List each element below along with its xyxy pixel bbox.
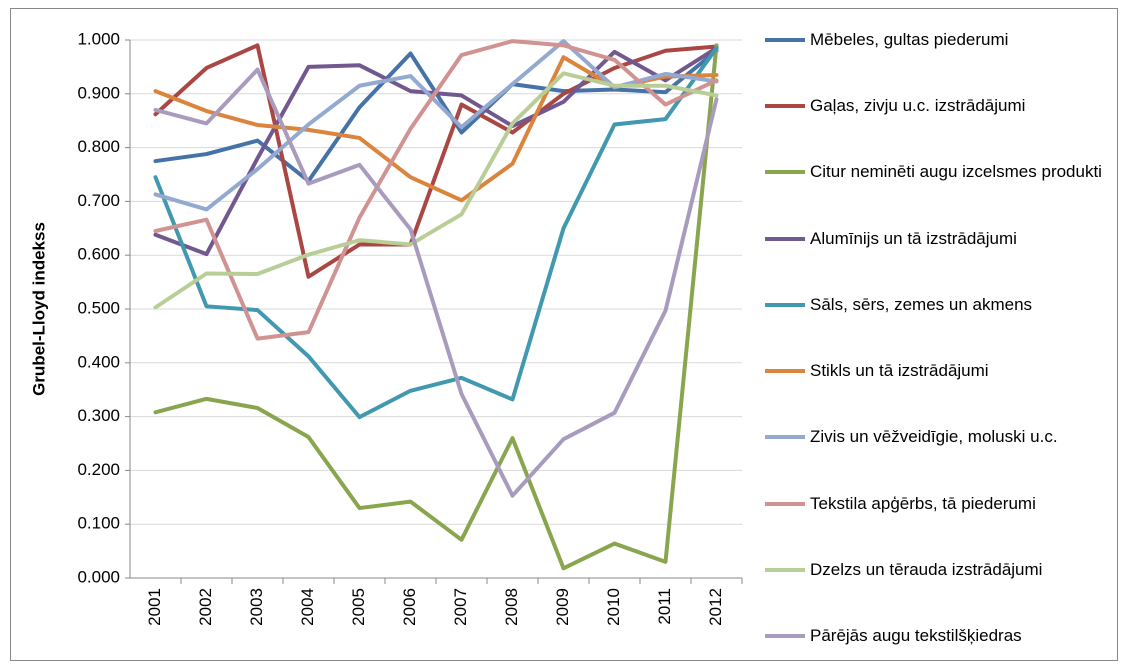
legend-label: Stikls un tā izstrādājumi — [810, 361, 989, 381]
legend-swatch — [765, 369, 805, 374]
legend-item: Mēbeles, gultas piederumi — [765, 28, 1115, 52]
legend-item: Alumīnijs un tā izstrādājumi — [765, 227, 1115, 251]
x-tick-label: 2010 — [604, 588, 623, 626]
series-line — [153, 71, 719, 310]
legend-swatch — [765, 501, 805, 506]
x-tick-label: 2008 — [502, 588, 521, 626]
legend-swatch — [765, 38, 805, 42]
y-axis-label: Grubel-Lloyd indekss — [29, 222, 48, 396]
legend-swatch — [765, 302, 805, 307]
legend-item: Citur neminēti augu izcelsmes produkti — [765, 160, 1115, 184]
y-tick-label: 1.000 — [77, 29, 120, 48]
x-tick-label: 2006 — [400, 588, 419, 626]
x-tick-label: 2001 — [145, 588, 164, 626]
y-tick-label: 0.500 — [77, 298, 120, 317]
legend-label: Gaļas, zivju u.c. izstrādājumi — [810, 96, 1026, 116]
legend-swatch — [765, 170, 805, 175]
legend: Mēbeles, gultas piederumi Gaļas, zivju u.… — [765, 28, 1115, 648]
legend-item: Zivis un vēžveidīgie, moluski u.c. — [765, 425, 1115, 449]
series-line — [153, 48, 719, 183]
x-tick-label: 2002 — [196, 588, 215, 626]
x-tick-label: 2003 — [247, 588, 266, 626]
legend-item: Gaļas, zivju u.c. izstrādājumi — [765, 94, 1115, 118]
y-tick-label: 0.800 — [77, 137, 120, 156]
legend-swatch — [765, 104, 805, 109]
series-line — [153, 46, 719, 257]
series-line — [153, 43, 719, 571]
series-line — [153, 67, 719, 498]
legend-swatch — [765, 236, 805, 241]
legend-item: Pārējās augu tekstilšķiedras — [765, 624, 1115, 648]
x-tick-label: 2007 — [451, 588, 470, 626]
legend-item: Dzelzs un tērauda izstrādājumi — [765, 558, 1115, 582]
y-tick-label: 0.900 — [77, 83, 120, 102]
x-tick-label: 2005 — [349, 588, 368, 626]
legend-label: Citur neminēti augu izcelsmes produkti — [810, 162, 1102, 182]
y-tick-label: 0.600 — [77, 245, 120, 264]
legend-item: Tekstila apģērbs, tā piederumi — [765, 492, 1115, 516]
y-tick-label: 0.100 — [77, 514, 120, 533]
legend-label: Zivis un vēžveidīgie, moluski u.c. — [810, 427, 1058, 447]
legend-label: Alumīnijs un tā izstrādājumi — [810, 228, 1017, 248]
legend-item: Stikls un tā izstrādājumi — [765, 359, 1115, 383]
y-tick-label: 0.400 — [77, 352, 120, 371]
legend-item: Sāls, sērs, zemes un akmens — [765, 293, 1115, 317]
series-line — [153, 39, 719, 341]
x-tick-label: 2009 — [553, 588, 572, 626]
legend-label: Pārējās augu tekstilšķiedras — [810, 625, 1022, 645]
legend-label: Sāls, sērs, zemes un akmens — [810, 294, 1033, 314]
chart-frame — [10, 8, 1118, 661]
x-tick-label: 2004 — [298, 588, 317, 626]
x-tick-label: 2011 — [655, 588, 674, 625]
y-tick-label: 0.700 — [77, 191, 120, 210]
x-tick-label: 2012 — [706, 588, 725, 626]
series-line — [153, 46, 719, 420]
legend-label: Mēbeles, gultas piederumi — [810, 30, 1009, 49]
series-line — [153, 39, 719, 212]
y-tick-label: 0.300 — [77, 406, 120, 425]
series-line — [153, 43, 719, 279]
legend-label: Dzelzs un tērauda izstrādājumi — [810, 559, 1043, 579]
legend-swatch — [765, 567, 805, 572]
legend-label: Tekstila apģērbs, tā piederumi — [810, 493, 1036, 513]
y-tick-label: 0.200 — [77, 460, 120, 479]
legend-swatch — [765, 633, 805, 638]
y-tick-label: 0.000 — [77, 567, 120, 586]
legend-swatch — [765, 435, 805, 440]
